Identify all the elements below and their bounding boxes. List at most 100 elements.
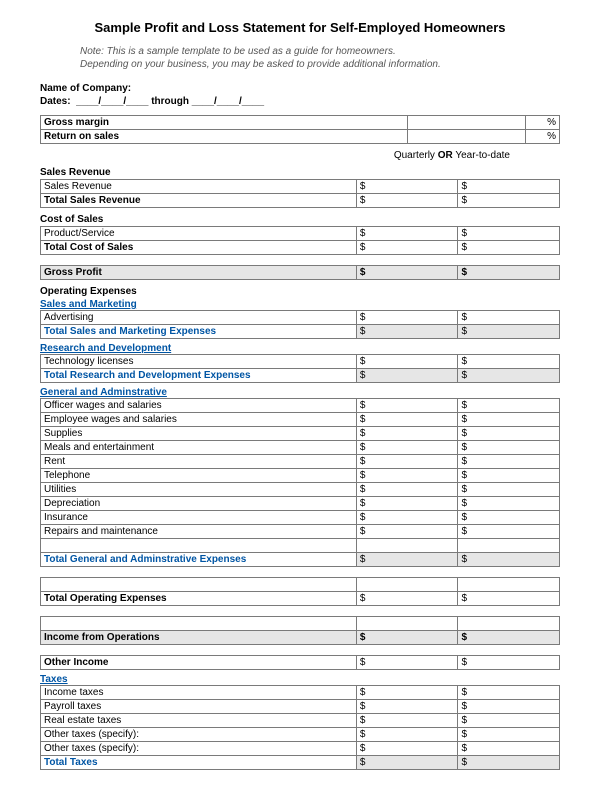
amt-cell[interactable]: $ (458, 656, 560, 670)
amt-cell[interactable]: $ (458, 455, 560, 469)
gross-margin-cell[interactable] (407, 116, 525, 130)
taxes-heading: Taxes (40, 674, 560, 685)
amt-cell[interactable]: $ (458, 742, 560, 756)
amt-cell[interactable]: $ (356, 497, 458, 511)
amt-cell[interactable]: $ (458, 325, 560, 339)
taxes-table: Income taxes$$ Payroll taxes$$ Real esta… (40, 685, 560, 770)
amt-cell[interactable]: $ (458, 227, 560, 241)
advertising-row: Advertising (41, 311, 357, 325)
amt-cell[interactable]: $ (458, 700, 560, 714)
rd-table: Technology licenses $ $ Total Research a… (40, 354, 560, 383)
amt-cell[interactable]: $ (458, 311, 560, 325)
amt-cell[interactable]: $ (356, 686, 458, 700)
amt-cell[interactable]: $ (458, 592, 560, 606)
amt-cell[interactable]: $ (458, 241, 560, 255)
amt-cell[interactable]: $ (458, 714, 560, 728)
amt-cell[interactable]: $ (458, 369, 560, 383)
amt-cell[interactable]: $ (356, 325, 458, 339)
amt-cell[interactable] (356, 578, 458, 592)
sales-revenue-row: Sales Revenue (41, 180, 357, 194)
amt-cell[interactable]: $ (356, 455, 458, 469)
period-ytd: Year-to-date (455, 150, 510, 161)
amt-cell[interactable]: $ (458, 511, 560, 525)
blank-row (41, 578, 357, 592)
sales-revenue-heading: Sales Revenue (40, 167, 560, 178)
amt-cell[interactable] (458, 617, 560, 631)
note-block: Note: This is a sample template to be us… (80, 45, 560, 71)
sales-marketing-table: Advertising $ $ Total Sales and Marketin… (40, 310, 560, 339)
ga-row: Officer wages and salaries (41, 399, 357, 413)
amt-cell[interactable]: $ (458, 686, 560, 700)
amt-cell[interactable]: $ (458, 441, 560, 455)
amt-cell[interactable]: $ (356, 553, 458, 567)
blank-row (41, 539, 357, 553)
operating-expenses-heading: Operating Expenses (40, 286, 560, 297)
amt-cell[interactable]: $ (356, 399, 458, 413)
amt-cell[interactable]: $ (356, 469, 458, 483)
amt-cell[interactable]: $ (356, 180, 458, 194)
amt-cell[interactable]: $ (356, 355, 458, 369)
amt-cell[interactable]: $ (356, 656, 458, 670)
gross-profit-label: Gross Profit (41, 266, 357, 280)
amt-cell[interactable] (356, 539, 458, 553)
amt-cell[interactable]: $ (356, 483, 458, 497)
amt-cell[interactable]: $ (356, 525, 458, 539)
rd-heading: Research and Development (40, 343, 560, 354)
amt-cell[interactable]: $ (356, 714, 458, 728)
amt-cell[interactable] (458, 539, 560, 553)
return-on-sales-cell[interactable] (407, 130, 525, 144)
ga-row: Insurance (41, 511, 357, 525)
amt-cell[interactable]: $ (356, 227, 458, 241)
amt-cell[interactable]: $ (356, 756, 458, 770)
amt-cell[interactable]: $ (356, 241, 458, 255)
amt-cell[interactable]: $ (458, 180, 560, 194)
amt-cell[interactable]: $ (458, 553, 560, 567)
amt-cell[interactable]: $ (458, 355, 560, 369)
amt-cell[interactable]: $ (356, 511, 458, 525)
amt-cell[interactable] (356, 617, 458, 631)
amt-cell[interactable]: $ (458, 497, 560, 511)
income-ops-table: Income from Operations $ $ (40, 616, 560, 645)
amt-cell[interactable]: $ (458, 427, 560, 441)
amt-cell[interactable]: $ (458, 469, 560, 483)
amt-cell[interactable]: $ (356, 427, 458, 441)
amt-cell[interactable]: $ (458, 266, 560, 280)
note-line-1: Note: This is a sample template to be us… (80, 46, 396, 57)
amt-cell[interactable]: $ (356, 700, 458, 714)
cost-of-sales-heading: Cost of Sales (40, 214, 560, 225)
amt-cell[interactable]: $ (356, 441, 458, 455)
gross-margin-pct: % (525, 116, 559, 130)
amt-cell[interactable]: $ (356, 742, 458, 756)
margin-table: Gross margin % Return on sales % (40, 115, 560, 144)
amt-cell[interactable]: $ (356, 266, 458, 280)
technology-licenses-row: Technology licenses (41, 355, 357, 369)
amt-cell[interactable]: $ (458, 756, 560, 770)
dates-line: Dates: ____/____/____ through ____/____/… (40, 96, 560, 107)
amt-cell[interactable]: $ (458, 194, 560, 208)
amt-cell[interactable]: $ (356, 592, 458, 606)
amt-cell[interactable]: $ (458, 399, 560, 413)
total-sales-revenue: Total Sales Revenue (41, 194, 357, 208)
amt-cell[interactable]: $ (356, 311, 458, 325)
amt-cell[interactable]: $ (356, 413, 458, 427)
amt-cell[interactable]: $ (458, 525, 560, 539)
ga-heading: General and Adminstrative (40, 387, 560, 398)
tax-row: Payroll taxes (41, 700, 357, 714)
dates-label: Dates: (40, 96, 71, 107)
ga-row: Telephone (41, 469, 357, 483)
amt-cell[interactable]: $ (356, 369, 458, 383)
gross-margin-label: Gross margin (41, 116, 408, 130)
sales-revenue-table: Sales Revenue $ $ Total Sales Revenue $ … (40, 179, 560, 208)
income-ops-label: Income from Operations (41, 631, 357, 645)
company-name-label: Name of Company: (40, 83, 560, 94)
ga-row: Meals and entertainment (41, 441, 357, 455)
amt-cell[interactable]: $ (356, 194, 458, 208)
sales-marketing-heading: Sales and Marketing (40, 299, 560, 310)
note-line-2: Depending on your business, you may be a… (80, 59, 441, 70)
amt-cell[interactable]: $ (458, 631, 560, 645)
amt-cell[interactable]: $ (356, 631, 458, 645)
amt-cell[interactable]: $ (458, 413, 560, 427)
amt-cell[interactable] (458, 578, 560, 592)
period-or: OR (438, 150, 453, 161)
amt-cell[interactable]: $ (458, 483, 560, 497)
